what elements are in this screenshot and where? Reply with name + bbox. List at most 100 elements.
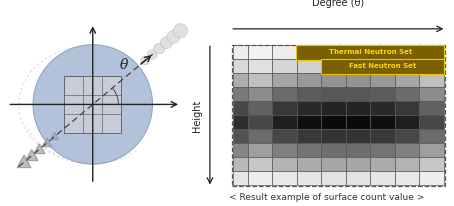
Bar	[395, 115, 419, 129]
Bar	[370, 73, 395, 87]
Circle shape	[148, 50, 157, 59]
Bar	[233, 59, 248, 73]
FancyBboxPatch shape	[296, 45, 444, 60]
Bar	[321, 101, 346, 115]
Ellipse shape	[33, 45, 153, 164]
Bar	[346, 157, 370, 171]
Bar	[395, 143, 419, 157]
Bar	[297, 157, 321, 171]
Bar	[346, 73, 370, 87]
Bar	[272, 73, 297, 87]
Bar	[419, 101, 444, 115]
Bar	[395, 129, 419, 143]
Bar	[346, 115, 370, 129]
Text: < Result example of surface count value >: < Result example of surface count value …	[229, 193, 424, 202]
Bar	[321, 59, 346, 73]
Bar	[272, 59, 297, 73]
Bar	[233, 157, 248, 171]
Bar	[248, 73, 272, 87]
Circle shape	[141, 56, 149, 65]
Text: Height: Height	[192, 99, 202, 132]
Bar	[248, 45, 272, 59]
Bar	[248, 87, 272, 101]
Bar	[297, 73, 321, 87]
Bar	[297, 129, 321, 143]
Bar	[64, 76, 121, 133]
Circle shape	[160, 37, 173, 49]
Bar	[419, 73, 444, 87]
Bar	[370, 171, 395, 185]
Bar	[395, 45, 419, 59]
Bar	[233, 73, 248, 87]
Bar	[370, 45, 395, 59]
Bar	[346, 143, 370, 157]
Bar	[395, 171, 419, 185]
Bar	[297, 143, 321, 157]
Bar	[248, 59, 272, 73]
Bar	[370, 59, 395, 73]
Bar	[370, 101, 395, 115]
Bar	[232, 45, 444, 186]
Bar	[248, 115, 272, 129]
Polygon shape	[51, 132, 59, 140]
Bar	[395, 101, 419, 115]
Bar	[395, 87, 419, 101]
Bar	[395, 59, 419, 73]
Bar	[272, 129, 297, 143]
Circle shape	[154, 43, 165, 54]
Bar	[419, 115, 444, 129]
Polygon shape	[34, 144, 45, 153]
Bar	[419, 87, 444, 101]
Bar	[248, 171, 272, 185]
Bar	[395, 73, 419, 87]
Bar	[233, 129, 248, 143]
Bar	[419, 59, 444, 73]
Bar	[370, 129, 395, 143]
Bar	[248, 129, 272, 143]
Bar	[346, 59, 370, 73]
Bar	[346, 45, 370, 59]
Circle shape	[167, 30, 180, 43]
Polygon shape	[25, 150, 38, 160]
Text: Fast Neutron Set: Fast Neutron Set	[349, 63, 416, 69]
Bar	[370, 115, 395, 129]
Bar	[272, 157, 297, 171]
Bar	[248, 101, 272, 115]
Bar	[321, 171, 346, 185]
Bar	[272, 45, 297, 59]
Bar	[297, 87, 321, 101]
Bar	[297, 115, 321, 129]
Bar	[248, 143, 272, 157]
Bar	[272, 115, 297, 129]
Bar	[370, 87, 395, 101]
Bar	[321, 45, 346, 59]
Bar	[346, 87, 370, 101]
Bar	[297, 101, 321, 115]
Bar	[233, 87, 248, 101]
Bar	[297, 59, 321, 73]
Bar	[297, 171, 321, 185]
Bar	[419, 129, 444, 143]
Bar	[233, 45, 248, 59]
Text: Degree (θ): Degree (θ)	[312, 0, 365, 8]
Bar	[419, 171, 444, 185]
Bar	[248, 157, 272, 171]
Bar	[321, 129, 346, 143]
Bar	[346, 129, 370, 143]
Bar	[297, 45, 321, 59]
Text: Thermal Neutron Set: Thermal Neutron Set	[329, 49, 412, 55]
Bar	[321, 143, 346, 157]
Bar	[419, 157, 444, 171]
Bar	[419, 45, 444, 59]
Bar	[370, 157, 395, 171]
Bar	[321, 87, 346, 101]
Bar	[272, 143, 297, 157]
Bar	[272, 101, 297, 115]
Bar	[272, 171, 297, 185]
Bar	[395, 157, 419, 171]
Bar	[272, 87, 297, 101]
Bar	[346, 101, 370, 115]
Bar	[321, 73, 346, 87]
Bar	[321, 157, 346, 171]
Bar	[233, 115, 248, 129]
